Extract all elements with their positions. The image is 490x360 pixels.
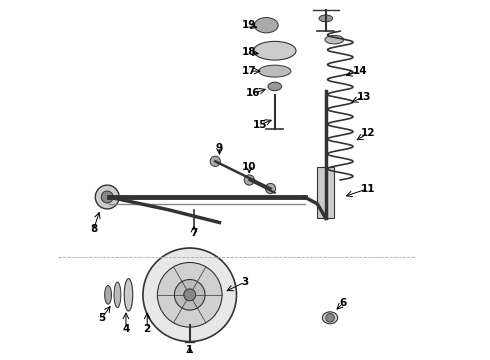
Ellipse shape [253,41,296,60]
Circle shape [101,191,113,203]
Text: 11: 11 [361,184,375,194]
Text: 4: 4 [122,324,130,334]
Text: 10: 10 [242,162,256,172]
Ellipse shape [268,82,282,91]
Text: 7: 7 [190,228,197,238]
Ellipse shape [124,279,133,311]
Circle shape [326,314,334,322]
Text: 3: 3 [242,277,248,287]
Text: 17: 17 [242,66,257,76]
Ellipse shape [114,282,121,307]
Ellipse shape [105,285,111,304]
Bar [318,167,334,218]
Circle shape [184,289,196,301]
Ellipse shape [259,65,291,77]
Ellipse shape [322,312,338,324]
Text: 13: 13 [357,92,371,102]
Circle shape [96,185,119,209]
Text: 19: 19 [242,20,256,30]
Text: 5: 5 [98,313,106,323]
Text: 1: 1 [186,345,194,355]
Text: 15: 15 [253,120,268,130]
Ellipse shape [325,35,343,44]
Text: 2: 2 [144,324,151,334]
Circle shape [174,279,205,310]
Circle shape [143,248,237,342]
Circle shape [210,156,221,166]
Circle shape [157,262,222,327]
Ellipse shape [254,18,278,33]
Circle shape [244,175,254,185]
Text: 16: 16 [246,88,261,98]
Circle shape [266,183,275,194]
Ellipse shape [319,15,333,22]
Text: 14: 14 [352,66,367,76]
Text: 18: 18 [242,48,256,58]
Text: 12: 12 [361,128,375,138]
Text: 6: 6 [339,298,346,308]
Text: 8: 8 [90,224,97,234]
Text: 9: 9 [216,143,223,153]
